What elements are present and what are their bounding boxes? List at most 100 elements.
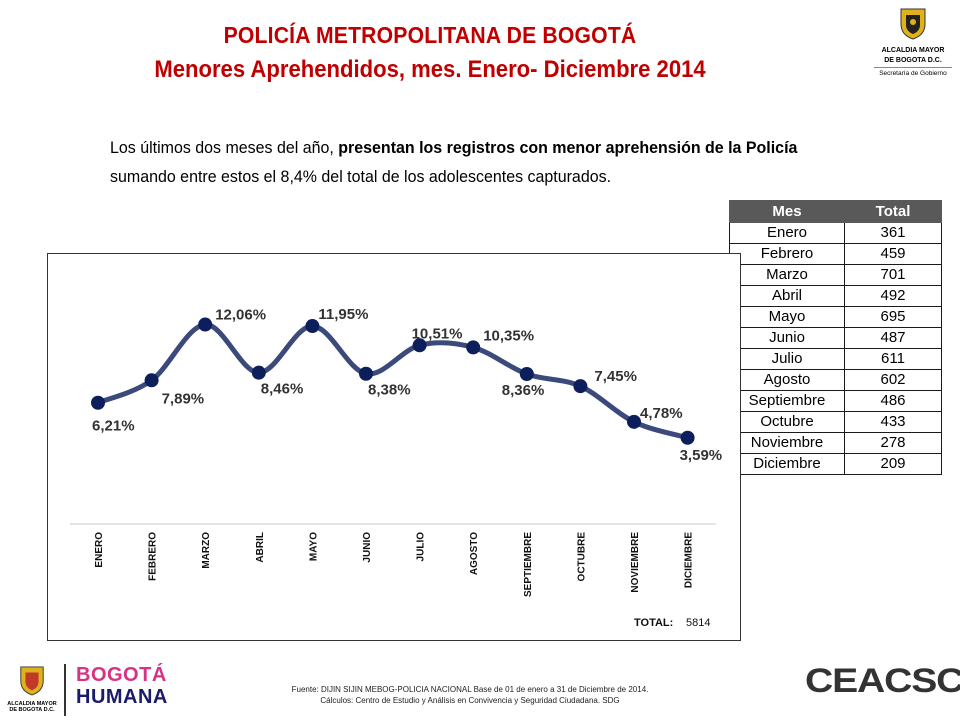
month-cell: Abril	[729, 285, 845, 307]
total-cell: 209	[844, 453, 942, 475]
data-point	[305, 319, 320, 334]
calc-line: Cálculos: Centro de Estudio y Análisis e…	[320, 696, 620, 705]
coat-of-arms-icon	[20, 666, 44, 696]
data-point	[412, 338, 427, 353]
bogota-humana-logo: BOGOTÁ HUMANA	[64, 664, 168, 716]
month-cell: Octubre	[729, 411, 845, 433]
category-label: NOVIEMBRE	[630, 532, 641, 593]
total-cell: 278	[844, 432, 942, 454]
total-cell: 361	[844, 222, 942, 244]
total-cell: 492	[844, 285, 942, 307]
ceacsc-wordmark: CEACSC	[805, 662, 960, 700]
category-label: MARZO	[201, 532, 212, 569]
data-label: 6,21%	[92, 418, 135, 435]
total-cell: 695	[844, 306, 942, 328]
month-cell: Marzo	[729, 264, 845, 286]
month-cell: Enero	[729, 222, 845, 244]
data-label: 11,95%	[318, 306, 368, 323]
data-label: 3,59%	[680, 447, 723, 464]
category-label: AGOSTO	[469, 532, 480, 575]
source-line: Fuente: DIJIN SIJIN MEBOG-POLICIA NACION…	[291, 685, 649, 694]
humana-word: HUMANA	[76, 686, 168, 708]
month-cell: Septiembre	[729, 390, 845, 412]
table-row: Septiembre 486	[729, 390, 942, 412]
total-value: 5814	[686, 617, 710, 629]
data-label: 8,46%	[261, 381, 304, 398]
total-label: TOTAL:	[634, 617, 673, 629]
bottom-logo-line-2: DE BOGOTA D.C.	[9, 707, 55, 713]
month-cell: Mayo	[729, 306, 845, 328]
logo-divider	[874, 67, 952, 68]
data-point	[680, 430, 695, 445]
table-row: Febrero 459	[729, 243, 942, 265]
coat-of-arms-icon	[900, 8, 926, 40]
table-row: Junio 487	[729, 327, 942, 349]
alcaldia-logo-bottom: ALCALDIA MAYOR DE BOGOTA D.C.	[6, 664, 58, 718]
table-row: Marzo 701	[729, 264, 942, 286]
header-mes: Mes	[729, 200, 845, 223]
page-title: POLICÍA METROPOLITANA DE BOGOTÁ	[223, 22, 637, 48]
data-label: 12,06%	[215, 307, 266, 324]
table-row: Enero 361	[729, 222, 942, 244]
logo-line-3: Secretaría de Gobierno	[879, 70, 947, 77]
month-cell: Agosto	[729, 369, 845, 391]
data-point	[251, 365, 266, 380]
line-chart: 6,21% 7,89% 12,06% 8,46% 11,95% 8,38% 10,51% 10…	[47, 253, 741, 641]
category-label: JULIO	[416, 532, 427, 562]
total-cell: 611	[844, 348, 942, 370]
data-label: 4,78%	[640, 405, 683, 422]
logo-line-2: DE BOGOTA D.C.	[884, 57, 942, 64]
monthly-totals-table: Mes Total Enero 361 Febrero 459 Marzo 701 Abri…	[729, 200, 942, 475]
data-label: 10,35%	[483, 327, 534, 344]
category-label: FEBRERO	[148, 532, 159, 581]
month-cell: Febrero	[729, 243, 845, 265]
category-label: MAYO	[308, 532, 319, 561]
table-row: Abril 492	[729, 285, 942, 307]
category-label: JUNIO	[362, 532, 373, 563]
data-point	[519, 367, 534, 382]
data-point	[627, 414, 641, 429]
intro-part-3: sumando entre estos el 8,4% del total de…	[110, 167, 612, 186]
table-row: Julio 611	[729, 348, 942, 370]
data-point	[466, 340, 481, 355]
total-cell: 487	[844, 327, 942, 349]
ceacsc-logo: CEACSC	[805, 662, 960, 716]
alcaldia-logo: ALCALDIA MAYOR DE BOGOTA D.C. Secretaría…	[870, 6, 956, 86]
table-row: Diciembre 209	[729, 453, 942, 475]
data-label: 7,89%	[162, 390, 205, 407]
table-row: Octubre 433	[729, 411, 942, 433]
data-label: 10,51%	[412, 325, 463, 342]
total-cell: 486	[844, 390, 942, 412]
total-cell: 433	[844, 411, 942, 433]
data-label: 8,36%	[502, 382, 545, 399]
total-cell: 459	[844, 243, 942, 265]
month-cell: Noviembre	[729, 432, 845, 454]
data-label: 8,38%	[368, 382, 411, 399]
data-point	[359, 366, 373, 381]
category-label: ABRIL	[255, 532, 266, 563]
header-total: Total	[844, 200, 942, 223]
category-label: DICIEMBRE	[684, 532, 695, 588]
table-row: Agosto 602	[729, 369, 942, 391]
source-footnote: Fuente: DIJIN SIJIN MEBOG-POLICIA NACION…	[250, 684, 690, 706]
data-point	[144, 373, 159, 388]
bogota-word: BOGOTÁ	[76, 664, 167, 686]
month-cell: Diciembre	[729, 453, 845, 475]
month-cell: Julio	[729, 348, 845, 370]
data-point	[198, 317, 213, 332]
logo-line-1: ALCALDIA MAYOR	[881, 47, 945, 54]
intro-paragraph: Los últimos dos meses del año, presentan…	[110, 133, 862, 191]
bottom-logo-line-1: ALCALDIA MAYOR	[7, 701, 57, 707]
table-row: Noviembre 278	[729, 432, 942, 454]
chart-svg: 6,21% 7,89% 12,06% 8,46% 11,95% 8,38% 10,51% 10…	[70, 306, 723, 629]
intro-part-1: Los últimos dos meses del año,	[110, 138, 339, 157]
data-point	[573, 379, 588, 394]
category-label: SEPTIEMBRE	[523, 532, 534, 597]
category-label: ENERO	[94, 532, 105, 568]
page-subtitle: Menores Aprehendidos, mes. Enero- Diciem…	[154, 56, 706, 83]
month-cell: Junio	[729, 327, 845, 349]
intro-part-2: presentan los registros con menor aprehe…	[338, 138, 798, 157]
table-row: Mayo 695	[729, 306, 942, 328]
total-cell: 602	[844, 369, 942, 391]
table-header-row: Mes Total	[729, 200, 942, 223]
